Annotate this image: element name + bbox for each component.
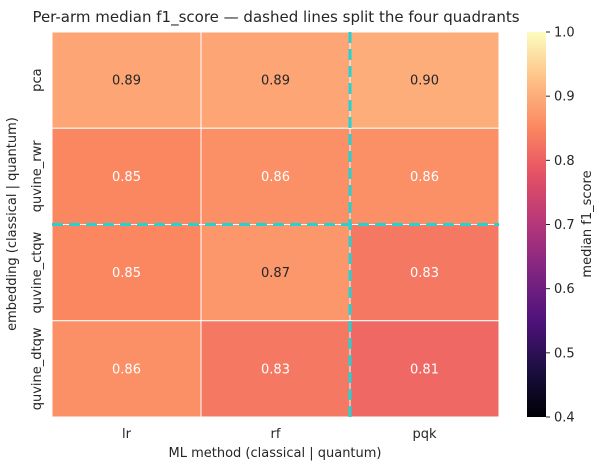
colorbar-tick-label: 1.0	[554, 26, 575, 41]
heatmap-cell	[349, 127, 500, 225]
colorbar-tick-labels: 0.4 0.5 0.6 0.7 0.8 0.9 1.0	[546, 26, 575, 426]
colorbar-tick-label: 0.5	[554, 346, 575, 361]
heatmap-cell-labels: 0.89 0.89 0.90 0.85 0.86 0.86 0.85 0.87 0.83 0.86…	[112, 74, 439, 378]
y-tick-label: quvine_rwr	[30, 140, 45, 213]
x-axis-label: ML method (classical | quantum)	[168, 446, 381, 461]
y-tick-label: quvine_ctqw	[30, 231, 45, 313]
chart-title: Per-arm median f1_score — dashed lines s…	[32, 8, 519, 27]
heatmap-cell	[51, 320, 202, 418]
heatmap-cell	[51, 127, 202, 225]
cell-value-label: 0.85	[112, 170, 141, 185]
y-tick-label: quvine_dtqw	[30, 327, 45, 410]
cell-value-label: 0.86	[112, 362, 141, 377]
x-tick-label: rf	[271, 427, 281, 442]
colorbar-tick-label: 0.8	[554, 154, 575, 169]
colorbar	[527, 32, 546, 417]
colorbar-tick-label: 0.6	[554, 282, 575, 297]
cell-value-label: 0.89	[112, 74, 141, 89]
colorbar-tick-label: 0.4	[554, 411, 575, 426]
heatmap-cell	[200, 224, 351, 322]
x-tick-label: pqk	[412, 427, 437, 442]
y-axis-label: embedding (classical | quantum)	[5, 117, 20, 331]
heatmap-cell	[200, 31, 351, 129]
x-tick-label: lr	[122, 427, 132, 442]
heatmap-cell	[200, 127, 351, 225]
colorbar-label: median f1_score	[580, 170, 595, 277]
heatmap-cell	[51, 31, 202, 129]
cell-value-label: 0.86	[261, 170, 290, 185]
cell-value-label: 0.87	[261, 266, 290, 281]
cell-value-label: 0.83	[410, 266, 439, 281]
y-tick-labels: pca quvine_rwr quvine_ctqw quvine_dtqw	[30, 68, 45, 410]
quadrant-split-lines	[52, 32, 499, 417]
y-tick-label: pca	[30, 68, 45, 91]
x-tick-labels: lr rf pqk	[122, 427, 437, 442]
heatmap-cells	[51, 31, 500, 418]
cell-value-label: 0.86	[410, 170, 439, 185]
cell-value-label: 0.81	[410, 362, 439, 377]
colorbar-tick-label: 0.9	[554, 90, 575, 105]
cell-value-label: 0.89	[261, 74, 290, 89]
colorbar-tick-label: 0.7	[554, 218, 575, 233]
cell-value-label: 0.83	[261, 362, 290, 377]
heatmap-cell	[349, 320, 500, 418]
heatmap-cell	[349, 31, 500, 129]
cell-value-label: 0.90	[410, 74, 439, 89]
cell-value-label: 0.85	[112, 266, 141, 281]
